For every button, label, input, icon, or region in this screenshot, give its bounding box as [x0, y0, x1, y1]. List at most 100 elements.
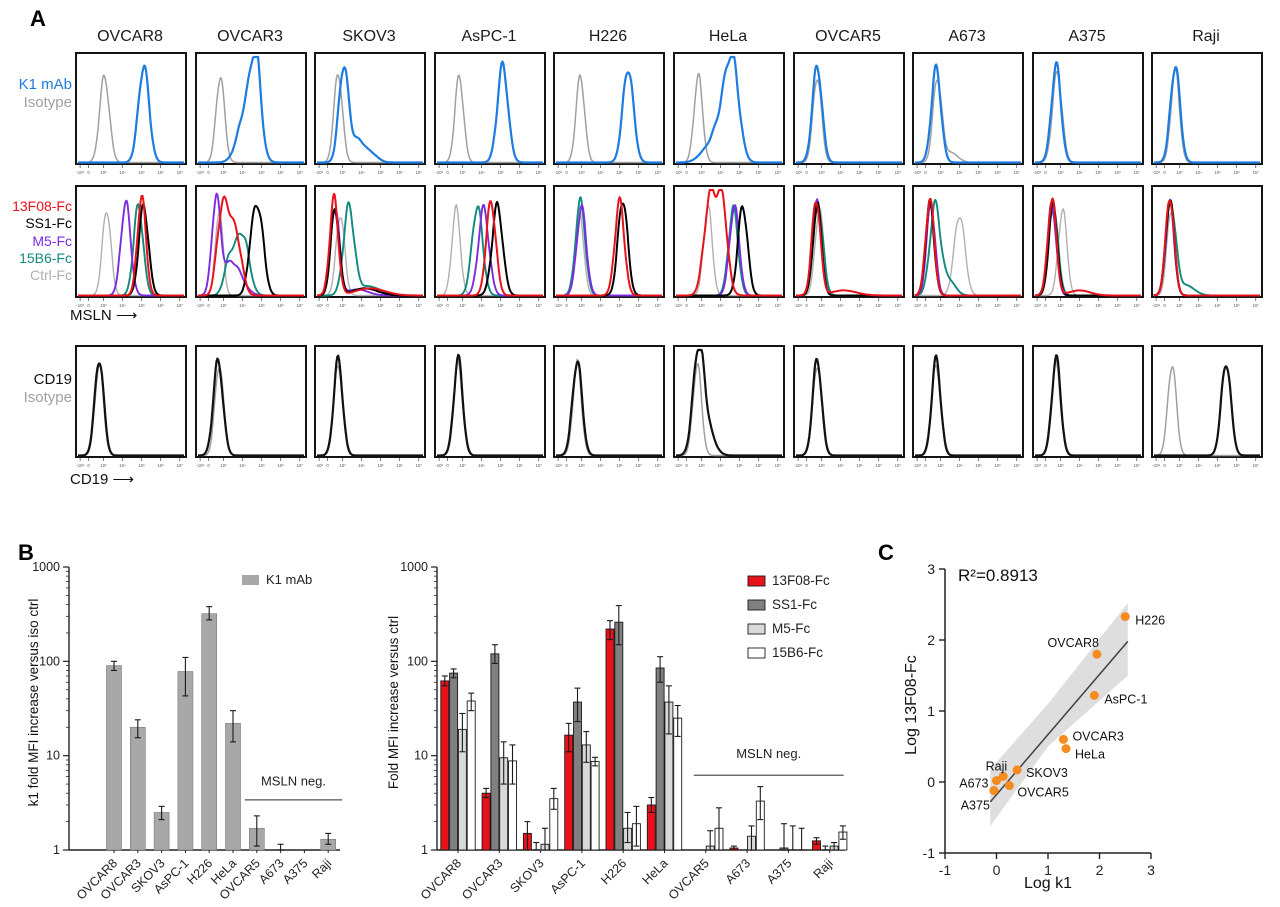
bar-SS1-Fc-HeLa [655, 667, 665, 851]
log-axis-tick: 10⁷ [775, 303, 782, 308]
log-axis-tick: 10³ [1176, 170, 1183, 175]
flow-histogram-a-row3-OVCAR5: -10³ 0 10³ 10⁴ 10⁵ 10⁶ 10⁷ [793, 345, 905, 468]
point-label-A375: A375 [961, 799, 990, 813]
b-left-svg: 1101001000OVCAR8OVCAR3SKOV3AsPC-1H226HeL… [32, 560, 343, 902]
category-label-H226: H226 [184, 856, 215, 887]
c-scatter-svg: -1 0 1 2 3 -1 0 1 2 3 H226 OVCAR8 AsPC-1 OVCAR3 HeLa SK… [923, 561, 1166, 878]
log-axis-tick: 10⁵ [377, 170, 384, 175]
y-tick-label: 0 [927, 774, 935, 790]
log-axis-tick: 10⁷ [416, 170, 423, 175]
log-axis-tick: 10⁷ [297, 170, 304, 175]
y-tick-label: 100 [39, 654, 60, 668]
log-axis-tick: 0 [565, 463, 568, 468]
log-axis-tick: 10⁴ [358, 170, 365, 175]
log-axis-tick: -10³ [435, 303, 443, 308]
log-axis-tick: 10⁶ [157, 303, 164, 308]
log-axis-tick: 10³ [578, 303, 585, 308]
msln-neg-annotation: MSLN neg. [736, 746, 801, 761]
log-axis-tick: 0 [326, 170, 329, 175]
histogram-curve-K1 mAb [795, 64, 903, 164]
category-label-A375: A375 [764, 856, 795, 887]
histogram-curve-CD19 [77, 362, 185, 457]
log-axis-tick: 10⁵ [1095, 170, 1102, 175]
data-point-AsPC-1 [1089, 690, 1099, 700]
flow-histogram-a-row1-HeLa: -10³ 0 10³ 10⁴ 10⁵ 10⁶ 10⁷ [673, 52, 785, 175]
log-axis-tick: 10⁴ [1195, 303, 1202, 308]
log-axis-tick: 10⁴ [478, 463, 485, 468]
legend-label-CD19: CD19 [33, 371, 72, 388]
log-axis-tick: 10³ [937, 303, 944, 308]
log-axis-tick: 10⁴ [717, 303, 724, 308]
log-axis-tick: -10³ [315, 463, 323, 468]
log-axis-tick: 0 [685, 463, 688, 468]
y-tick-label: 1 [927, 703, 935, 719]
legend-swatch-13F08-Fc [747, 575, 766, 587]
flow-histogram-a-row3-H226: -10³ 0 10³ 10⁴ 10⁵ 10⁶ 10⁷ [553, 345, 665, 468]
log-axis-tick: 10⁶ [277, 303, 284, 308]
data-point-HeLa [1061, 744, 1071, 754]
y-tick-label: 100 [407, 654, 428, 668]
log-axis-tick: 10⁴ [837, 463, 844, 468]
cell-line-header-OVCAR8: OVCAR8 [97, 28, 163, 45]
log-axis-tick: -10³ [1033, 170, 1041, 175]
log-axis-tick: 10⁷ [416, 463, 423, 468]
flow-histogram-a-row1-A673: -10³ 0 10³ 10⁴ 10⁵ 10⁶ 10⁷ [912, 52, 1024, 175]
data-point-Raji [998, 771, 1008, 781]
category-label-Raji: Raji [309, 856, 334, 881]
flow-histogram-a-row2-SKOV3: -10³ 0 10³ 10⁴ 10⁵ 10⁶ 10⁷ [314, 185, 426, 308]
log-axis-tick: 10³ [459, 303, 466, 308]
log-axis-tick: 10³ [100, 463, 107, 468]
log-axis-tick: 0 [924, 303, 927, 308]
log-axis-tick: 10⁷ [895, 303, 902, 308]
flow-histogram-a-row1-SKOV3: -10³ 0 10³ 10⁴ 10⁵ 10⁶ 10⁷ [314, 52, 426, 175]
bar-SS1-Fc-H226 [614, 621, 624, 851]
log-axis-tick: 10⁵ [1214, 170, 1221, 175]
x-tick-label: -1 [939, 862, 952, 878]
log-axis-tick: 10⁵ [497, 303, 504, 308]
legend-label-SS1-Fc: SS1-Fc [772, 597, 817, 612]
cd19-axis-label: CD19 ⟶ [70, 471, 135, 488]
k1-fold-mfi-bar-chart: 1 10 100 1000 OVCAR8 OVCAR3 SKOV3 AsPC-1 H226 HeL… [20, 552, 380, 907]
data-point-OVCAR8 [1092, 649, 1102, 659]
log-axis-tick: 10⁵ [377, 463, 384, 468]
c-x-axis-label: Log k1 [1023, 875, 1073, 892]
log-axis-tick: 10³ [339, 463, 346, 468]
correlation-scatter-plot: -1 0 1 2 3 -1 0 1 2 3 H226 OVCAR8 AsPC-1 OVCAR3 HeLa SK… [870, 545, 1210, 907]
log-axis-tick: 10⁵ [856, 170, 863, 175]
log-axis-tick: 10⁴ [1076, 170, 1083, 175]
log-axis-tick: 10⁴ [597, 170, 604, 175]
log-axis-tick: 0 [924, 463, 927, 468]
log-axis-tick: 10⁶ [994, 463, 1001, 468]
category-label-OVCAR5: OVCAR5 [666, 856, 712, 902]
log-axis-tick: 0 [1163, 303, 1166, 308]
log-axis-tick: 10³ [937, 170, 944, 175]
log-axis-tick: 10⁴ [1076, 303, 1083, 308]
log-axis-tick: 10⁴ [956, 303, 963, 308]
panel-a-row2-legend: 13F08-Fc SS1-Fc M5-Fc 15B6-Fc Ctrl-Fc [0, 198, 72, 284]
flow-histogram-a-row2-AsPC-1: -10³ 0 10³ 10⁴ 10⁵ 10⁶ 10⁷ [434, 185, 546, 308]
bar-SS1-Fc-AsPC-1 [573, 701, 582, 851]
bar-15B6-Fc-OVCAR8 [466, 700, 476, 851]
log-axis-tick: -10³ [913, 463, 921, 468]
flow-histogram-a-row3-OVCAR8: -10³ 0 10³ 10⁴ 10⁵ 10⁶ 10⁷ [75, 345, 187, 468]
log-axis-tick: 10⁶ [1233, 463, 1240, 468]
flow-histogram-a-row1-H226: -10³ 0 10³ 10⁴ 10⁵ 10⁶ 10⁷ [553, 52, 665, 175]
flow-histogram-a-row3-HeLa: -10³ 0 10³ 10⁴ 10⁵ 10⁶ 10⁷ [673, 345, 785, 468]
y-tick-label: 1000 [400, 560, 428, 574]
log-axis-tick: -10³ [76, 170, 84, 175]
flow-histogram-a-row2-HeLa: -10³ 0 10³ 10⁴ 10⁵ 10⁶ 10⁷ [673, 185, 785, 308]
log-axis-tick: 10⁷ [297, 463, 304, 468]
bar-OVCAR3 [130, 726, 146, 851]
log-axis-tick: 10⁵ [975, 463, 982, 468]
flow-histogram-a-row3-A375: -10³ 0 10³ 10⁴ 10⁵ 10⁶ 10⁷ [1032, 345, 1144, 468]
log-axis-tick: 0 [446, 170, 449, 175]
histogram-curve-CD19 [675, 348, 783, 457]
flow-histogram-a-row1-OVCAR3: -10³ 0 10³ 10⁴ 10⁵ 10⁶ 10⁷ [195, 52, 307, 175]
log-axis-tick: 10³ [100, 303, 107, 308]
log-axis-tick: -10³ [196, 463, 204, 468]
log-axis-tick: 10⁴ [1195, 463, 1202, 468]
log-axis-tick: 10⁵ [616, 463, 623, 468]
fold-mfi-grouped-bar-chart: 1 10 100 1000 OVCAR8 OVCAR3 SKOV3 AsPC-1 H226 HeL… [380, 552, 865, 907]
log-axis-tick: 10⁷ [1134, 170, 1141, 175]
category-label-SKOV3: SKOV3 [507, 856, 546, 895]
